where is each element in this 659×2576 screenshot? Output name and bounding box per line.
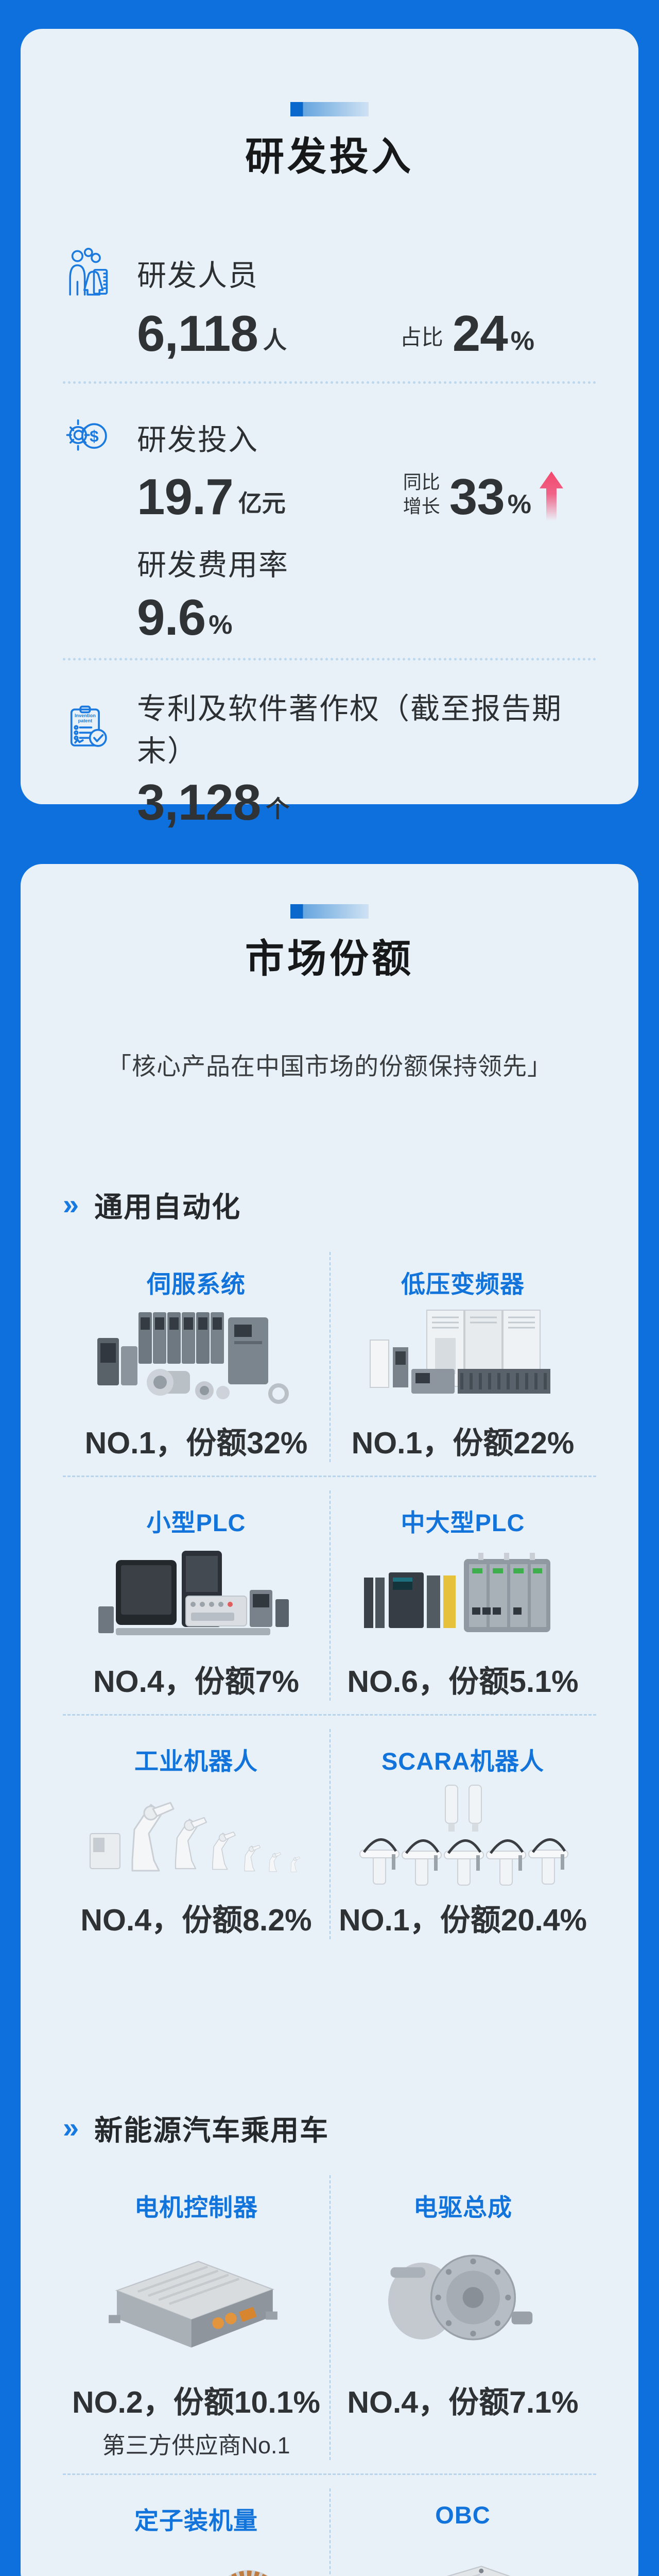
product-rank: NO.4，份额7% xyxy=(93,1665,299,1699)
chevrons-icon: » xyxy=(63,2111,79,2144)
rnd-investment-block: $ 研发投入 19.7 亿元 同比 增长 33 % xyxy=(63,412,596,642)
product-card-midlarge-plc: 中大型PLC NO.6，份额5.1% xyxy=(330,1503,596,1701)
obc-product-image xyxy=(330,2536,596,2576)
product-rank: NO.4，份额7.1% xyxy=(347,2385,579,2419)
group-heading-label: 新能源汽车乘用车 xyxy=(94,2114,330,2146)
personnel-label: 研发人员 xyxy=(137,259,258,292)
patents-unit: 个 xyxy=(266,795,290,822)
product-card-scara-robot: SCARA机器人 xyxy=(330,1741,596,1939)
group-heading-general-automation: » 通用自动化 xyxy=(21,1184,638,1225)
rnd-section-panel: 研发投入 xyxy=(21,29,638,827)
market-share-section-panel: 市场份额 「核心产品在中国市场的份额保持领先」 » 通用自动化 伺服系统 xyxy=(21,864,638,2576)
column-divider xyxy=(330,1252,331,1462)
product-rank: NO.6，份额5.1% xyxy=(347,1665,579,1699)
motor-controller-product-image xyxy=(63,2230,330,2369)
product-name: SCARA机器人 xyxy=(381,1748,545,1775)
small-plc-product-image xyxy=(63,1546,330,1649)
product-card-stator: 定子装机量 xyxy=(63,2501,330,2576)
patents-label: 专利及软件著作权（截至报告期末） xyxy=(137,692,562,768)
column-divider xyxy=(330,2175,331,2460)
lv-inverter-product-image xyxy=(330,1307,596,1410)
edrive-assembly-product-image xyxy=(330,2230,596,2369)
general-automation-grid: 伺服系统 xyxy=(63,1239,596,1953)
column-divider xyxy=(330,2488,331,2576)
product-row: 定子装机量 xyxy=(63,2473,596,2576)
investment-value: 19.7 xyxy=(137,468,234,525)
nev-grid: 电机控制器 NO.2，份额10.1% 第三方供应商No.1 电 xyxy=(63,2162,596,2576)
product-row: 工业机器人 xyxy=(63,1714,596,1953)
expense-rate-value: 9.6 xyxy=(137,588,206,646)
servo-system-product-image xyxy=(63,1307,330,1410)
column-divider xyxy=(330,1490,331,1701)
product-name: 小型PLC xyxy=(146,1509,246,1536)
growth-up-arrow-icon xyxy=(540,471,563,521)
patent-icon-text-2: patent xyxy=(78,718,93,723)
product-name: OBC xyxy=(435,2501,491,2529)
product-card-small-plc: 小型PLC NO.4，份额7% xyxy=(63,1503,330,1701)
chevrons-icon: » xyxy=(63,1188,79,1221)
expense-rate-label: 研发费用率 xyxy=(137,548,289,582)
product-card-servo: 伺服系统 xyxy=(63,1264,330,1462)
product-rank: NO.1，份额20.4% xyxy=(339,1903,587,1937)
product-name: 工业机器人 xyxy=(134,1748,258,1775)
patent-icon-text-1: Invention xyxy=(75,713,96,718)
product-rank: NO.1，份额22% xyxy=(351,1426,575,1460)
dollar-glyph: $ xyxy=(90,427,98,445)
gear-coin-icon: $ xyxy=(63,412,112,463)
investment-label: 研发投入 xyxy=(137,423,258,456)
divider xyxy=(63,381,596,384)
product-name: 中大型PLC xyxy=(401,1509,525,1536)
title-decoration-bar xyxy=(290,102,369,116)
group-heading-label: 通用自动化 xyxy=(94,1191,241,1223)
expense-rate-unit: % xyxy=(209,609,233,640)
product-name: 低压变频器 xyxy=(401,1270,525,1298)
product-note: 第三方供应商No.1 xyxy=(102,2432,290,2459)
group-heading-nev: » 新能源汽车乘用车 xyxy=(21,2107,638,2148)
yoy-label-line1: 同比 xyxy=(403,471,440,493)
yoy-label-line2: 增长 xyxy=(403,495,440,517)
yoy-value: 33 xyxy=(449,468,505,525)
market-quote: 「核心产品在中国市场的份额保持领先」 xyxy=(107,1053,552,1080)
patent-clipboard-icon: Invention patent xyxy=(63,702,112,753)
divider xyxy=(63,657,596,660)
rnd-section-title: 研发投入 xyxy=(245,135,414,179)
product-card-industrial-robot: 工业机器人 xyxy=(63,1741,330,1939)
product-card-motor-controller: 电机控制器 NO.2，份额10.1% 第三方供应商No.1 xyxy=(63,2188,330,2460)
product-rank: NO.2，份额10.1% xyxy=(72,2385,320,2419)
industrial-robot-product-image xyxy=(63,1784,330,1887)
personnel-value: 6,118 xyxy=(137,305,258,362)
product-card-obc: OBC NO.7，份额5.1% xyxy=(330,2501,596,2576)
product-card-lv-inverter: 低压变频器 NO.1，份额22% xyxy=(330,1264,596,1462)
product-row: 伺服系统 xyxy=(63,1239,596,1476)
rnd-patents-block: Invention patent 专利及软件著作权（截至报告期末） 3,128 … xyxy=(63,685,596,827)
rnd-personnel-block: 研发人员 6,118 人 占比 24 % xyxy=(63,247,596,359)
stator-product-image xyxy=(63,2544,330,2576)
investment-unit: 亿元 xyxy=(238,489,286,517)
product-rank: NO.4，份额8.2% xyxy=(80,1903,312,1937)
product-row: 小型PLC NO.4，份额7% xyxy=(63,1476,596,1714)
personnel-ratio-unit: % xyxy=(510,326,534,356)
personnel-ratio-value: 24 xyxy=(452,305,508,362)
midlarge-plc-product-image xyxy=(330,1546,596,1649)
market-section-title: 市场份额 xyxy=(245,937,414,981)
product-rank: NO.1，份额32% xyxy=(84,1426,308,1460)
product-card-edrive: 电驱总成 NO.4，份额7.1% xyxy=(330,2188,596,2460)
scara-robot-product-image xyxy=(330,1784,596,1887)
product-name: 定子装机量 xyxy=(134,2507,258,2534)
product-row: 电机控制器 NO.2，份额10.1% 第三方供应商No.1 电 xyxy=(63,2162,596,2473)
product-name: 伺服系统 xyxy=(147,1270,246,1298)
yoy-unit: % xyxy=(507,489,531,519)
product-name: 电机控制器 xyxy=(134,2194,258,2221)
people-icon xyxy=(63,247,112,299)
personnel-unit: 人 xyxy=(263,327,287,353)
product-name: 电驱总成 xyxy=(413,2194,512,2221)
patents-value: 3,128 xyxy=(137,773,261,831)
title-decoration-bar xyxy=(290,904,369,919)
personnel-ratio-label: 占比 xyxy=(400,325,443,349)
column-divider xyxy=(330,1729,331,1939)
